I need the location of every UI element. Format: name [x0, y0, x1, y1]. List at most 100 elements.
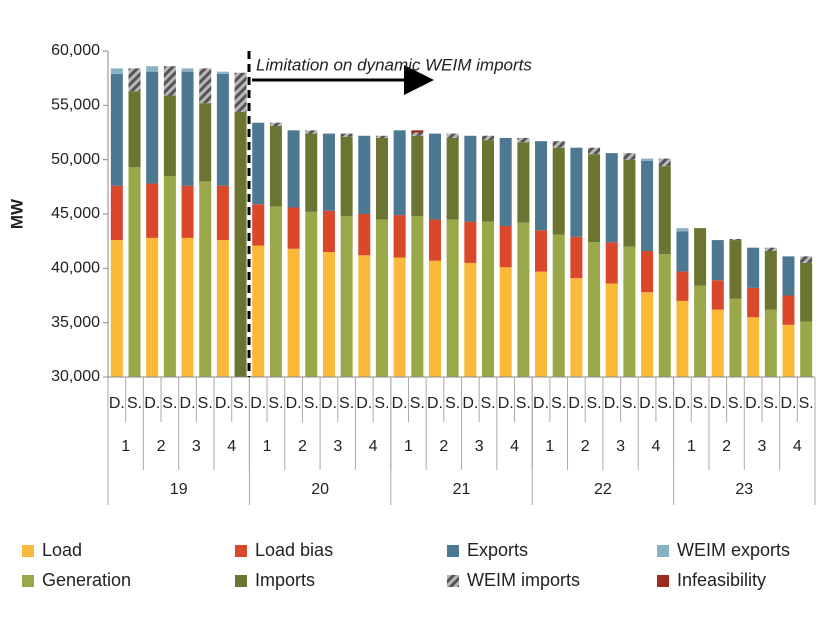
bar-segment: [340, 133, 353, 137]
bar-segment: [552, 147, 565, 235]
bar-segment: [322, 252, 335, 377]
bar-segment: [711, 280, 724, 310]
bar-segment: [375, 135, 388, 138]
bar-segment: [428, 133, 441, 220]
x-tick-label: S.: [587, 395, 602, 412]
bar-segment: [694, 285, 707, 377]
legend-swatch: [22, 575, 34, 587]
bar-segment: [146, 66, 159, 72]
x-tick-label: S.: [304, 395, 319, 412]
x-tick-label: S.: [445, 395, 460, 412]
bar-segment: [411, 135, 424, 217]
x-tick-label: S.: [198, 395, 213, 412]
y-axis-label: MW: [7, 198, 26, 229]
hour-label: 3: [192, 438, 201, 455]
bar-segment: [358, 255, 371, 377]
x-tick-label: D.: [710, 395, 726, 412]
bar-segment: [181, 185, 194, 238]
x-tick-label: D.: [568, 395, 584, 412]
x-tick-label: S.: [410, 395, 425, 412]
group-label: 23: [735, 481, 753, 498]
bar-segment: [216, 71, 229, 74]
bar-segment: [234, 111, 247, 377]
bar-segment: [216, 185, 229, 241]
bar-segment: [676, 300, 689, 377]
bar-segment: [729, 238, 742, 241]
bar-segment: [800, 256, 813, 263]
x-tick-label: D.: [674, 395, 690, 412]
bar-segment: [517, 222, 530, 377]
x-tick-label: D.: [780, 395, 796, 412]
bar-segment: [623, 159, 636, 247]
bar-segment: [641, 158, 654, 161]
bar-segment: [482, 140, 495, 222]
bar-segment: [552, 141, 565, 148]
bar-segment: [110, 185, 123, 241]
x-tick-label: S.: [268, 395, 283, 412]
legend-label: WEIM imports: [467, 570, 580, 590]
hour-label: 1: [121, 438, 130, 455]
bar-segment: [764, 250, 777, 310]
bar-segment: [605, 153, 618, 243]
legend-label: Generation: [42, 570, 131, 590]
bar-segment: [641, 250, 654, 293]
bar-segment: [711, 309, 724, 377]
legend-swatch: [235, 545, 247, 557]
hour-label: 4: [227, 438, 236, 455]
bar-segment: [287, 207, 300, 249]
bar-segment: [393, 257, 406, 377]
group-label: 21: [453, 481, 471, 498]
bar-segment: [252, 122, 265, 205]
bar-segment: [234, 72, 247, 112]
bar-segment: [411, 132, 424, 136]
x-tick-label: D.: [604, 395, 620, 412]
bar-segment: [535, 230, 548, 272]
bar-segment: [428, 260, 441, 377]
bar-segment: [216, 240, 229, 377]
bar-segment: [623, 246, 636, 377]
bar-segment: [729, 240, 742, 299]
legend-label: Infeasibility: [677, 570, 766, 590]
bar-segment: [658, 158, 671, 167]
bar-segment: [411, 216, 424, 377]
hour-label: 2: [157, 438, 166, 455]
x-tick-label: S.: [162, 395, 177, 412]
x-tick-label: S.: [127, 395, 142, 412]
x-tick-label: S.: [799, 395, 814, 412]
group-label: 20: [311, 481, 329, 498]
x-tick-label: S.: [728, 395, 743, 412]
y-tick-label: 50,000: [51, 151, 100, 168]
bar-segment: [588, 147, 601, 155]
bar-segment: [464, 221, 477, 263]
y-tick-label: 30,000: [51, 368, 100, 385]
bar-segment: [393, 215, 406, 258]
legend-swatch: [657, 575, 669, 587]
bar-segment: [287, 130, 300, 208]
bar-segment: [535, 141, 548, 231]
hour-label: 2: [298, 438, 307, 455]
x-tick-label: D.: [498, 395, 514, 412]
bar-segment: [163, 66, 176, 96]
bar-segment: [570, 236, 583, 279]
bar-segment: [163, 95, 176, 176]
hour-label: 3: [758, 438, 767, 455]
bar-segment: [163, 175, 176, 377]
bar-segment: [199, 181, 212, 377]
y-tick-label: 60,000: [51, 42, 100, 59]
x-tick-label: D.: [533, 395, 549, 412]
bar-segment: [588, 154, 601, 243]
bar-segment: [428, 219, 441, 261]
bar-segment: [181, 71, 194, 186]
x-tick-label: S.: [516, 395, 531, 412]
bar-segment: [269, 125, 282, 207]
bar-segment: [499, 225, 512, 268]
x-tick-label: D.: [144, 395, 160, 412]
bar-segment: [676, 228, 689, 232]
bar-segment: [305, 133, 318, 212]
bar-segment: [499, 137, 512, 226]
bar-segment: [800, 262, 813, 322]
bar-segment: [322, 210, 335, 253]
legend-swatch: [447, 575, 459, 587]
bar-segment: [711, 240, 724, 281]
bar-segment: [375, 137, 388, 220]
